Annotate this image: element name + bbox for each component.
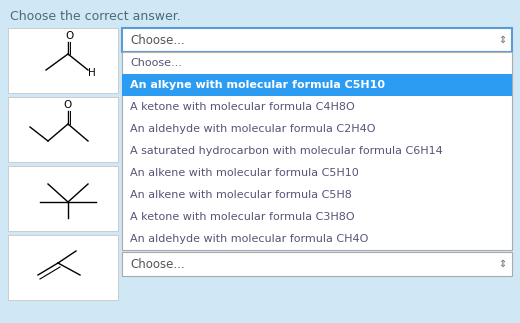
Text: Choose...: Choose... xyxy=(130,34,185,47)
FancyBboxPatch shape xyxy=(8,235,118,300)
Text: A saturated hydrocarbon with molecular formula C6H14: A saturated hydrocarbon with molecular f… xyxy=(130,146,443,156)
Text: ⇕: ⇕ xyxy=(498,35,506,45)
Text: O: O xyxy=(64,100,72,110)
Text: Choose...: Choose... xyxy=(130,257,185,270)
Text: Choose...: Choose... xyxy=(130,58,182,68)
Text: An alkene with molecular formula C5H8: An alkene with molecular formula C5H8 xyxy=(130,190,352,200)
FancyBboxPatch shape xyxy=(8,166,118,231)
Text: An aldehyde with molecular formula C2H4O: An aldehyde with molecular formula C2H4O xyxy=(130,124,375,134)
FancyBboxPatch shape xyxy=(8,97,118,162)
Text: Choose the correct answer.: Choose the correct answer. xyxy=(10,10,181,23)
Text: O: O xyxy=(65,31,73,41)
FancyBboxPatch shape xyxy=(122,252,512,276)
Text: H: H xyxy=(88,68,96,78)
Text: An alkyne with molecular formula C5H10: An alkyne with molecular formula C5H10 xyxy=(130,80,385,90)
Text: A ketone with molecular formula C4H8O: A ketone with molecular formula C4H8O xyxy=(130,102,355,112)
Text: An aldehyde with molecular formula CH4O: An aldehyde with molecular formula CH4O xyxy=(130,234,368,244)
Text: An alkene with molecular formula C5H10: An alkene with molecular formula C5H10 xyxy=(130,168,359,178)
FancyBboxPatch shape xyxy=(8,28,118,93)
Text: A ketone with molecular formula C3H8O: A ketone with molecular formula C3H8O xyxy=(130,212,355,222)
Text: ⇕: ⇕ xyxy=(498,259,506,269)
FancyBboxPatch shape xyxy=(122,74,512,96)
FancyBboxPatch shape xyxy=(122,28,512,52)
FancyBboxPatch shape xyxy=(122,52,512,250)
